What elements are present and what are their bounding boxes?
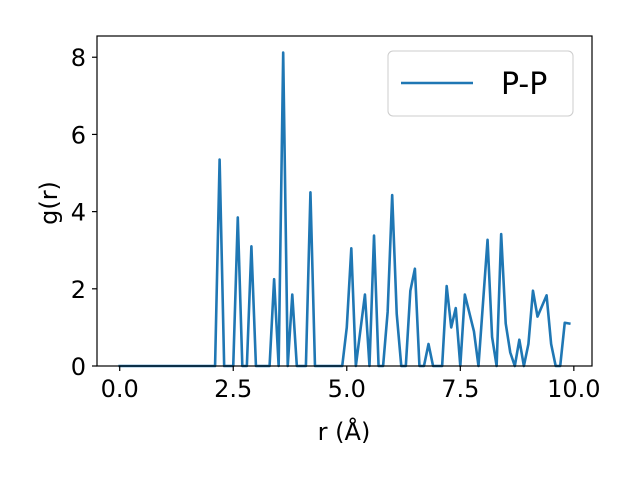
y-axis-label: g(r) [35, 181, 63, 225]
x-tick-label: 7.5 [441, 375, 479, 403]
axes-frame [96, 35, 593, 367]
x-tick-label: 0.0 [101, 375, 139, 403]
legend: P-P [387, 50, 574, 117]
x-tick-label: 2.5 [214, 375, 252, 403]
legend-box [387, 50, 574, 117]
y-tick-label: 6 [71, 121, 86, 149]
y-tick-label: 8 [71, 44, 86, 72]
y-tick-label: 2 [71, 276, 86, 304]
y-tick-label: 0 [71, 353, 86, 381]
legend-label: P-P [501, 67, 547, 102]
axes: 0.0 2.5 5.0 7.5 10.0 0 2 4 6 8 [71, 35, 601, 403]
x-tick-label: 5.0 [328, 375, 366, 403]
y-tick-label: 4 [71, 199, 86, 227]
x-axis-label: r (Å) [318, 417, 371, 446]
x-tick-label: 10.0 [547, 375, 600, 403]
